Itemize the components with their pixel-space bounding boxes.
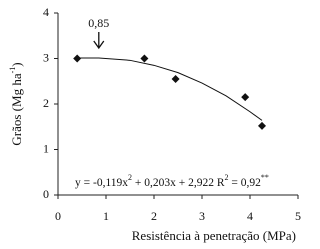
y-tick-label: 2	[43, 96, 49, 110]
point	[171, 74, 180, 83]
x-tick-label: 5	[295, 209, 301, 223]
annotation-arrow	[93, 32, 105, 50]
x-axis-label: Resistência à penetração (MPa)	[132, 228, 296, 243]
equation-part: y = -0,119x	[75, 177, 128, 189]
annotation-label: 0,85	[88, 16, 109, 30]
equation: y = -0,119x2 + 0,203x + 2,922 R2 = 0,92*…	[75, 173, 269, 189]
equation-part: 2	[225, 173, 229, 182]
equation-part: + 0,203x + 2,922 R	[132, 177, 225, 189]
equation-part: **	[261, 173, 269, 182]
point	[241, 93, 250, 102]
point	[73, 54, 82, 63]
point	[140, 54, 149, 63]
fit-curve	[77, 57, 263, 121]
x-tick-label: 3	[199, 209, 205, 223]
y-tick-label: 1	[43, 141, 49, 155]
y-tick-label: 4	[43, 5, 49, 19]
y-axis-label-part: Grãos (Mg ha	[9, 73, 24, 145]
x-tick-label: 2	[151, 209, 157, 223]
point	[258, 121, 266, 130]
x-tick-label: 1	[103, 209, 109, 223]
x-tick-label: 0	[55, 209, 61, 223]
equation-part: = 0,92	[229, 177, 262, 189]
y-axis-label-part: -1	[8, 67, 17, 74]
equation-part: 2	[128, 173, 132, 182]
y-tick-label: 0	[43, 187, 49, 201]
y-axis-label: Grãos (Mg ha-1)	[8, 62, 24, 145]
y-tick-label: 3	[43, 50, 49, 64]
chart: Resistência à penetração (MPa) 0 1 2 3 4 0 1 2 3…	[8, 5, 301, 243]
y-axis-label-part: )	[9, 62, 24, 66]
x-tick-label: 4	[247, 209, 253, 223]
